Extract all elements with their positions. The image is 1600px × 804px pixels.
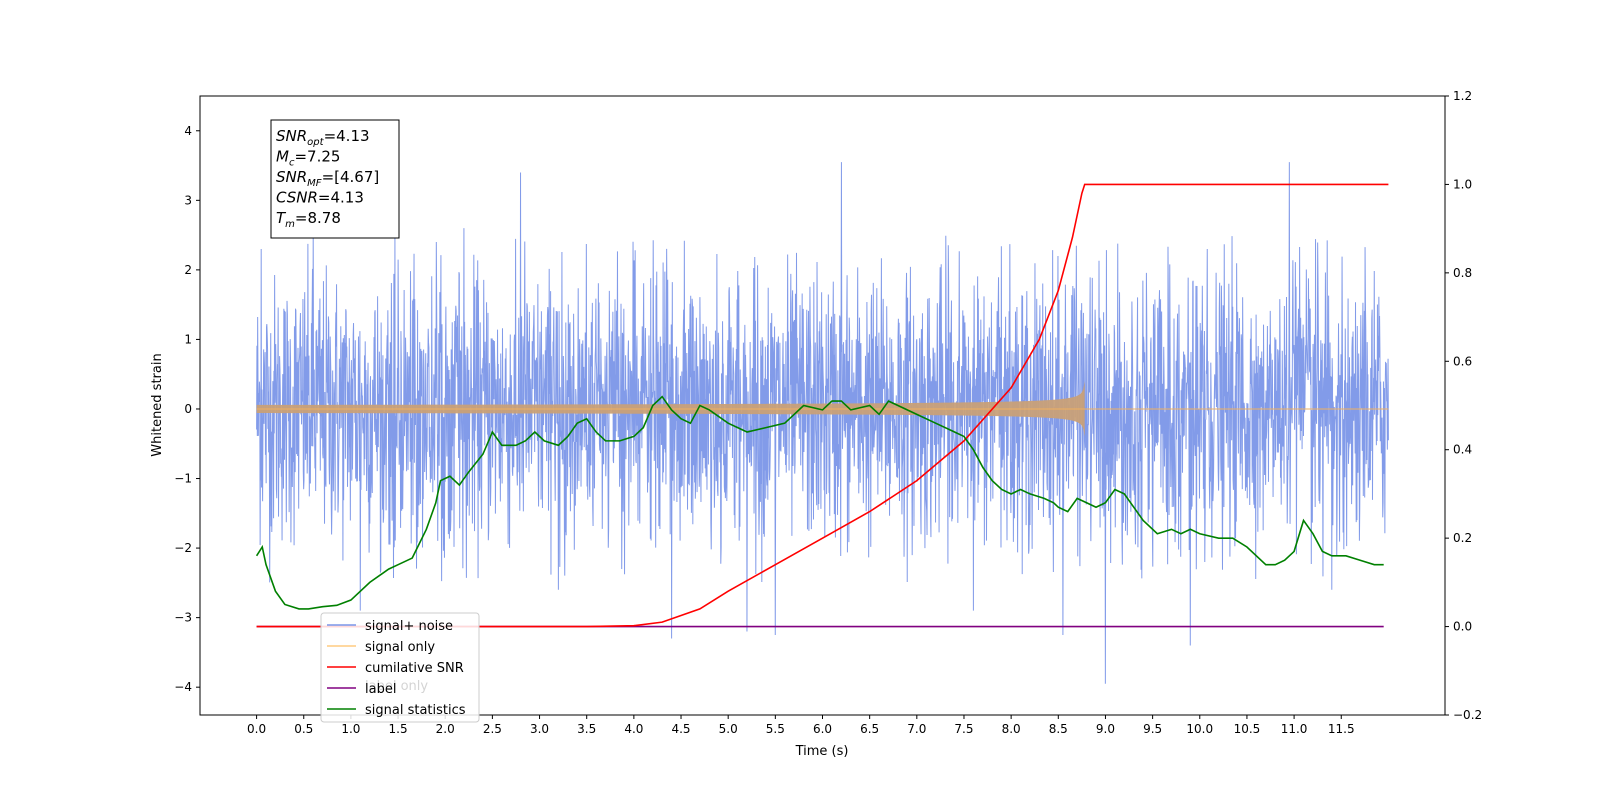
y2-tick-label: 0.6 xyxy=(1453,354,1472,368)
legend-label: cumilative SNR xyxy=(365,661,464,676)
annotation-box xyxy=(270,119,400,239)
y-tick-label: −4 xyxy=(174,680,192,694)
y2-tick-label: 0.4 xyxy=(1453,443,1472,457)
x-tick-label: 7.5 xyxy=(954,722,973,736)
x-tick-label: 6.5 xyxy=(860,722,879,736)
legend-label: signal+ noise xyxy=(365,619,453,634)
x-tick-label: 11.0 xyxy=(1281,722,1308,736)
legend-label: label xyxy=(365,682,396,697)
legend-hidden-text: label only xyxy=(365,679,428,694)
x-tick-label: 8.5 xyxy=(1049,722,1068,736)
x-tick-label: 4.0 xyxy=(624,722,643,736)
y-tick-label: −1 xyxy=(174,472,192,486)
series-signal-statistics-line xyxy=(255,395,1384,610)
legend-label: signal only xyxy=(365,640,435,655)
series-signal-noise-line xyxy=(256,162,1389,684)
x-tick-label: 7.0 xyxy=(907,722,926,736)
y2-tick-label: 0.8 xyxy=(1453,266,1472,280)
x-tick-label: 9.0 xyxy=(1096,722,1115,736)
x-tick-label: 9.5 xyxy=(1143,722,1162,736)
x-tick-label: 10.5 xyxy=(1234,722,1261,736)
annotation-line: CSNR=4.13 xyxy=(276,189,364,207)
x-tick-label: 3.5 xyxy=(577,722,596,736)
x-tick-label: 1.5 xyxy=(389,722,408,736)
x-tick-label: 10.0 xyxy=(1186,722,1213,736)
annotation-line: SNRMF=[4.67] xyxy=(276,168,379,189)
x-tick-label: 4.5 xyxy=(671,722,690,736)
x-axis-label: Time (s) xyxy=(795,744,849,759)
x-tick-label: 6.0 xyxy=(813,722,832,736)
y-tick-label: 3 xyxy=(184,193,192,207)
y2-tick-label: 1.0 xyxy=(1453,177,1472,191)
series-cumulative-snr-line xyxy=(256,183,1389,628)
y-tick-label: −2 xyxy=(174,541,192,555)
x-tick-label: 1.0 xyxy=(341,722,360,736)
y-tick-label: 1 xyxy=(184,332,192,346)
y2-tick-label: 0.0 xyxy=(1453,620,1472,634)
y-tick-label: 4 xyxy=(184,124,192,138)
y2-tick-label: 0.2 xyxy=(1453,531,1472,545)
x-tick-label: 5.0 xyxy=(719,722,738,736)
y2-tick-label: 1.2 xyxy=(1453,89,1472,103)
x-tick-label: 8.0 xyxy=(1002,722,1021,736)
annotation-line: Tm=8.78 xyxy=(276,209,341,230)
y-tick-label: −3 xyxy=(174,611,192,625)
legend-label: signal statistics xyxy=(365,703,466,718)
x-tick-label: 11.5 xyxy=(1328,722,1355,736)
y-tick-label: 0 xyxy=(184,402,192,416)
plot-frame xyxy=(199,95,1446,716)
annotation-line: SNRopt=4.13 xyxy=(276,127,370,148)
y2-tick-label: −0.2 xyxy=(1453,708,1482,722)
annotation-line: Mc=7.25 xyxy=(276,148,340,169)
y-tick-label: 2 xyxy=(184,263,192,277)
legend-box xyxy=(320,612,480,723)
x-tick-label: 0.5 xyxy=(294,722,313,736)
y-axis-label: Whitened strain xyxy=(150,353,165,456)
x-tick-label: 3.0 xyxy=(530,722,549,736)
x-tick-label: 5.5 xyxy=(766,722,785,736)
x-tick-label: 0.0 xyxy=(247,722,266,736)
x-tick-label: 2.0 xyxy=(436,722,455,736)
x-tick-label: 2.5 xyxy=(483,722,502,736)
